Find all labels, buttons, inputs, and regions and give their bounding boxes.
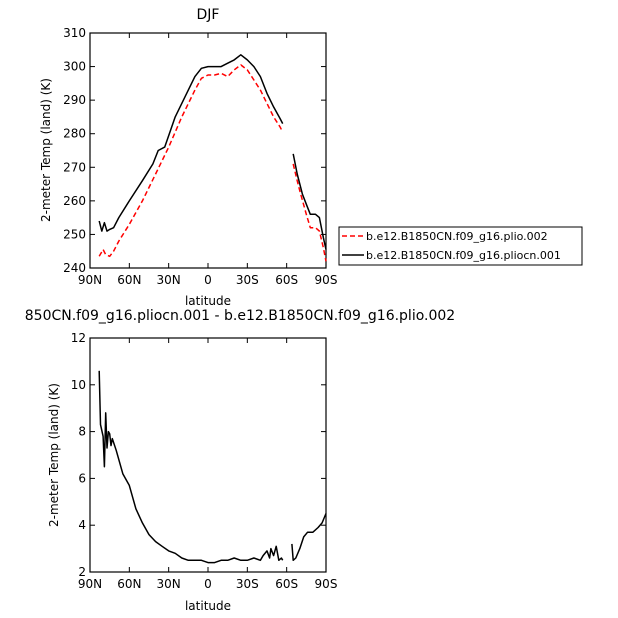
x-tick-label: 60S xyxy=(275,577,298,591)
bottom-chart: 850CN.f09_g16.pliocn.001 - b.e12.B1850CN… xyxy=(25,308,455,613)
series-line-0 xyxy=(98,370,284,564)
y-tick-label: 310 xyxy=(63,26,86,40)
top-chart: DJF 2-meter Temp (land) (K) latitude 240… xyxy=(39,7,337,308)
x-tick-label: 30N xyxy=(157,273,181,287)
x-tick-label: 90N xyxy=(78,273,102,287)
plot-frame xyxy=(89,32,327,269)
legend-label-pliocn: b.e12.B1850CN.f09_g16.pliocn.001 xyxy=(366,249,561,262)
top-chart-title: DJF xyxy=(197,7,220,23)
series-line-0 xyxy=(98,64,284,258)
bottom-chart-xlabel: latitude xyxy=(185,599,231,613)
x-tick-label: 60S xyxy=(275,273,298,287)
x-tick-label: 60N xyxy=(117,577,141,591)
y-tick-label: 10 xyxy=(71,378,86,392)
series-line-1 xyxy=(292,153,327,250)
bottom-chart-title: 850CN.f09_g16.pliocn.001 - b.e12.B1850CN… xyxy=(25,308,455,324)
y-tick-label: 2 xyxy=(78,565,86,579)
series-line-0 xyxy=(291,513,327,562)
top-chart-ylabel: 2-meter Temp (land) (K) xyxy=(39,78,53,222)
y-tick-label: 300 xyxy=(63,60,86,74)
y-tick-label: 8 xyxy=(78,425,86,439)
legend-box xyxy=(338,226,583,266)
y-tick-label: 260 xyxy=(63,194,86,208)
x-tick-label: 90S xyxy=(315,273,338,287)
x-tick-label: 30N xyxy=(157,577,181,591)
y-tick-label: 270 xyxy=(63,160,86,174)
y-tick-label: 290 xyxy=(63,93,86,107)
series-line-0 xyxy=(292,163,327,262)
legend: b.e12.B1850CN.f09_g16.plio.002 b.e12.B18… xyxy=(338,226,583,266)
bottom-chart-ylabel: 2-meter Temp (land) (K) xyxy=(47,383,61,527)
x-tick-label: 30S xyxy=(236,577,259,591)
x-tick-label: 0 xyxy=(204,577,212,591)
y-tick-label: 4 xyxy=(78,518,86,532)
y-tick-label: 250 xyxy=(63,227,86,241)
y-tick-label: 6 xyxy=(78,471,86,485)
x-tick-label: 60N xyxy=(117,273,141,287)
y-tick-label: 280 xyxy=(63,127,86,141)
x-tick-label: 90N xyxy=(78,577,102,591)
plot-frame xyxy=(89,337,327,573)
x-tick-label: 90S xyxy=(315,577,338,591)
y-tick-label: 12 xyxy=(71,331,86,345)
y-tick-label: 240 xyxy=(63,261,86,275)
series-line-1 xyxy=(98,54,284,232)
x-tick-label: 30S xyxy=(236,273,259,287)
top-chart-xlabel: latitude xyxy=(185,294,231,308)
x-tick-label: 0 xyxy=(204,273,212,287)
legend-label-plio: b.e12.B1850CN.f09_g16.plio.002 xyxy=(366,230,548,243)
